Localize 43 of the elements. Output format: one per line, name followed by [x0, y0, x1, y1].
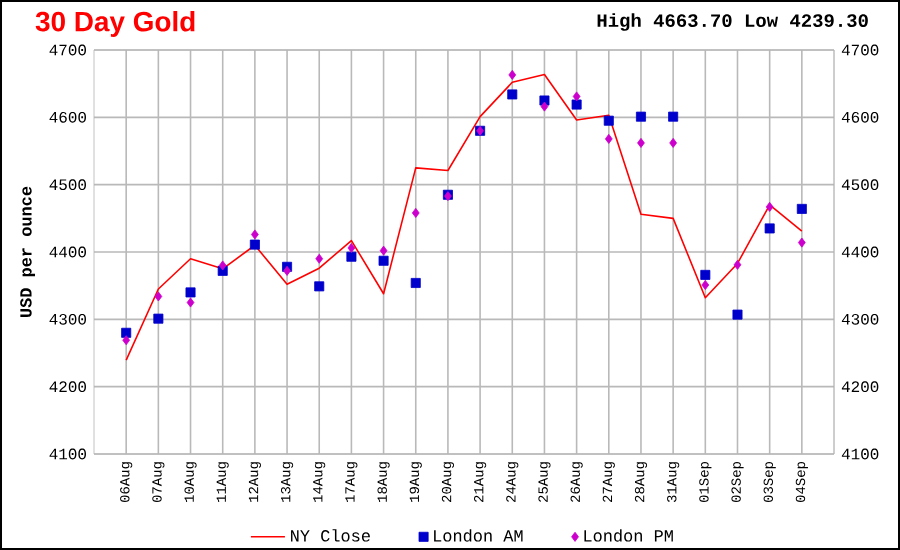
point — [603, 115, 614, 126]
point — [798, 237, 806, 248]
point — [314, 281, 325, 292]
point — [379, 245, 388, 256]
point — [637, 137, 645, 148]
point — [347, 242, 356, 253]
point — [121, 327, 132, 338]
point — [185, 287, 196, 298]
point — [378, 255, 389, 266]
point — [733, 259, 742, 270]
point — [315, 253, 324, 264]
legend-label: London AM — [434, 529, 523, 542]
point — [249, 239, 260, 250]
point — [410, 277, 421, 288]
point — [154, 291, 163, 302]
point — [764, 223, 775, 234]
y-axis-title: USD per ounce — [20, 186, 36, 317]
point — [796, 203, 807, 214]
point — [668, 111, 679, 122]
point — [765, 201, 774, 212]
point — [507, 89, 518, 100]
point — [186, 297, 195, 308]
point — [635, 111, 646, 122]
point — [571, 99, 582, 110]
text: High 4663.70 Low 4239.30 — [597, 13, 868, 31]
point — [153, 313, 164, 324]
line-series — [125, 73, 803, 361]
point — [669, 137, 677, 148]
point — [122, 335, 131, 346]
point — [604, 133, 613, 144]
point — [701, 280, 710, 290]
point — [251, 229, 259, 240]
point — [411, 207, 420, 218]
point — [732, 309, 743, 320]
legend-label: NY Close — [291, 529, 370, 542]
point — [508, 69, 517, 80]
point — [540, 101, 549, 112]
point — [700, 269, 711, 280]
legend-label: London PM — [584, 529, 673, 542]
chart-title: 30 Day Gold — [35, 10, 195, 37]
point — [572, 91, 581, 102]
point — [218, 260, 227, 271]
point — [346, 251, 357, 262]
